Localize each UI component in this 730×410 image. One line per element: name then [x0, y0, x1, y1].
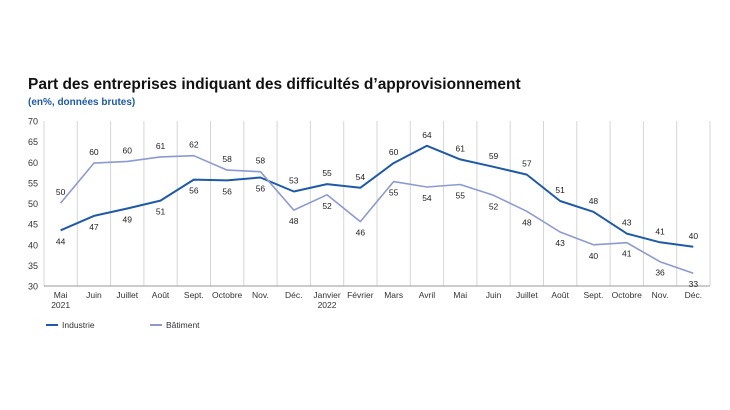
- y-tick-label: 55: [28, 178, 38, 188]
- data-label: 52: [322, 201, 332, 211]
- data-label: 56: [256, 184, 266, 194]
- x-tick-label: Juin: [486, 290, 502, 300]
- data-label: 58: [256, 156, 266, 166]
- data-label: 47: [89, 222, 99, 232]
- data-label: 48: [289, 216, 299, 226]
- data-label: 41: [622, 249, 632, 259]
- y-tick-label: 35: [28, 261, 38, 271]
- series-lines: [59, 144, 694, 274]
- data-label: 36: [655, 268, 665, 278]
- y-tick-label: 60: [28, 158, 38, 168]
- y-tick-label: 65: [28, 137, 38, 147]
- data-label: 49: [123, 214, 133, 224]
- x-tick-label: Août: [152, 290, 170, 300]
- data-label: 43: [622, 218, 632, 228]
- x-tick-label: Octobre: [612, 290, 643, 300]
- data-label: 41: [655, 226, 665, 236]
- data-label: 55: [389, 188, 399, 198]
- x-tick-label: Déc.: [685, 290, 702, 300]
- x-tick-label: Mai: [54, 290, 68, 300]
- x-tick-label: Déc.: [285, 290, 302, 300]
- data-label: 48: [522, 217, 532, 227]
- series-line-bâtiment: [59, 154, 694, 274]
- x-tick-label: Juillet: [116, 290, 138, 300]
- x-tick-label: 2021: [51, 300, 70, 310]
- x-tick-label: Avril: [419, 290, 435, 300]
- data-label: 55: [456, 191, 466, 201]
- series-line-industrie: [60, 144, 694, 248]
- legend: Industrie Bâtiment: [46, 320, 200, 330]
- y-tick-label: 70: [28, 117, 38, 127]
- x-tick-label: Juillet: [516, 290, 538, 300]
- x-tick-label: Février: [347, 290, 374, 300]
- data-label: 56: [222, 186, 232, 196]
- x-tick-label: Mai: [453, 290, 467, 300]
- data-label: 33: [689, 279, 699, 289]
- legend-label-bâtiment: Bâtiment: [166, 320, 200, 330]
- chart-subtitle: (en%, données brutes): [28, 97, 136, 108]
- data-label: 54: [422, 193, 432, 203]
- data-label: 61: [456, 143, 466, 153]
- x-tick-label: Juin: [86, 290, 102, 300]
- data-label: 48: [589, 196, 599, 206]
- y-tick-label: 45: [28, 220, 38, 230]
- data-label: 51: [555, 185, 565, 195]
- chart-title: Part des entreprises indiquant des diffi…: [28, 76, 521, 93]
- x-tick-label: Août: [551, 290, 569, 300]
- data-label: 60: [89, 147, 99, 157]
- data-label: 53: [289, 176, 299, 186]
- data-label: 62: [189, 140, 199, 150]
- x-tick-label: Nov.: [252, 290, 269, 300]
- data-label: 55: [322, 168, 332, 178]
- data-label: 60: [123, 145, 133, 155]
- data-label: 60: [389, 147, 399, 157]
- data-label: 44: [56, 236, 66, 246]
- data-label: 58: [222, 154, 232, 164]
- data-labels: 44 50 47 60 49 60 51 61 56 62 56 58 56 58 53 48 55 52 54 46…: [56, 130, 698, 289]
- data-label: 59: [489, 151, 499, 161]
- x-tick-label: Janvier: [313, 290, 341, 300]
- data-label: 40: [589, 251, 599, 261]
- data-label: 64: [422, 130, 432, 140]
- data-label: 57: [522, 159, 532, 169]
- x-tick-label: Sept.: [584, 290, 604, 300]
- x-tick-label: 2022: [318, 300, 337, 310]
- data-label: 43: [555, 238, 565, 248]
- x-tick-label: Sept.: [184, 290, 204, 300]
- y-tick-label: 40: [28, 240, 38, 250]
- grid-lines: [43, 121, 711, 286]
- y-tick-label: 50: [28, 199, 38, 209]
- data-label: 40: [689, 231, 699, 241]
- x-tick-label: Mars: [384, 290, 403, 300]
- x-tick-label: Nov.: [652, 290, 669, 300]
- data-label: 46: [356, 228, 366, 238]
- data-label: 52: [489, 201, 499, 211]
- data-label: 56: [189, 186, 199, 196]
- data-label: 54: [356, 172, 366, 182]
- data-label: 51: [156, 207, 166, 217]
- legend-label-industrie: Industrie: [62, 320, 95, 330]
- x-tick-label: Octobre: [212, 290, 243, 300]
- data-label: 50: [56, 187, 66, 197]
- y-tick-label: 30: [28, 282, 38, 292]
- data-label: 61: [156, 141, 166, 151]
